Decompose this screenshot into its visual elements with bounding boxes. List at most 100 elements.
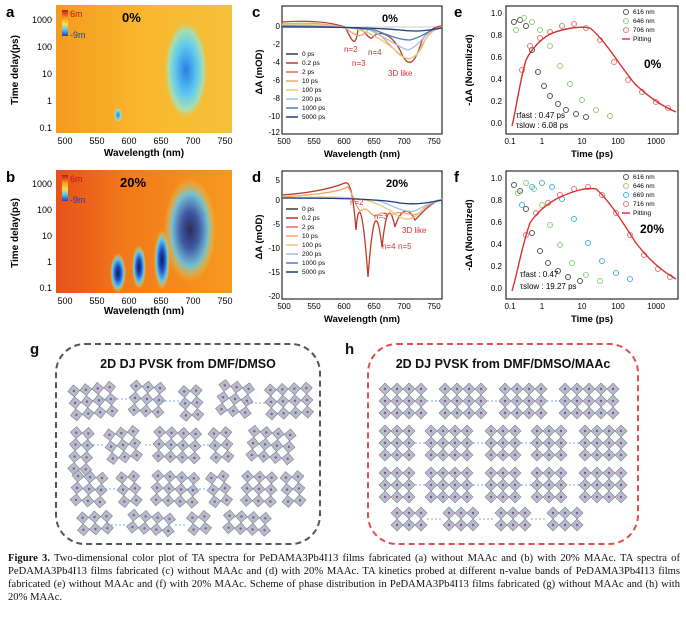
perovskite-cluster — [484, 424, 522, 462]
perovskite-cluster — [245, 424, 297, 466]
heatmap-b: b 6m -9m 20% 0.1 1 10 100 1000 500 550 6… — [6, 169, 233, 317]
svg-text:616 nm: 616 nm — [633, 9, 655, 16]
annotations: n=2 n=3 n=4 n=5 3D like — [350, 198, 427, 251]
x-ticks: 500 550 600 650 700 750 — [57, 296, 232, 306]
x-ticks: 500 550 600 650 700 750 — [57, 136, 232, 146]
figure-caption: Figure 3. Two-dimensional color plot of … — [8, 552, 680, 604]
caption-text: Two-dimensional color plot of TA spectra… — [8, 553, 680, 603]
svg-text:5000 ps: 5000 ps — [302, 269, 326, 276]
colorbar-bottom-label: -9m — [70, 30, 86, 40]
panel-letter: d — [252, 169, 261, 186]
svg-text:200 ps: 200 ps — [302, 251, 322, 258]
svg-text:-10: -10 — [268, 112, 280, 121]
svg-text:700: 700 — [397, 137, 411, 146]
y-ticks: 0.1 1 10 100 1000 — [32, 15, 52, 133]
panel-g: g 2D DJ PVSK from DMF/DMSO — [0, 335, 343, 550]
svg-text:0.1: 0.1 — [504, 302, 516, 311]
perovskite-cluster — [205, 469, 233, 509]
panel-b: b 6m -9m 20% 0.1 1 10 100 1000 500 550 6… — [0, 165, 250, 317]
perovskite-cluster — [442, 506, 480, 532]
svg-text:0.4: 0.4 — [491, 240, 503, 249]
heatmap-band-n2 — [110, 253, 126, 293]
panel-letter: a — [6, 4, 15, 21]
x-axis-label: Wavelength (nm) — [324, 314, 400, 325]
x-ticks: 0.1 1 10 100 1000 — [504, 302, 665, 311]
legend: 616 nm 646 nm 706 nm Pitting — [622, 9, 655, 43]
svg-text:600: 600 — [121, 136, 136, 146]
perovskite-cluster — [530, 424, 568, 462]
svg-text:0.6: 0.6 — [491, 53, 503, 62]
perovskite-cluster — [222, 509, 272, 537]
spectra-curves — [281, 20, 443, 63]
legend: 616 nm 646 nm 669 nm 716 nm Pitting — [622, 174, 655, 217]
panel-e: e 616 nm 646 nm 706 nm Pitting 0% τfast … — [450, 0, 686, 165]
spectra-c: c 0% n=2 n=3 n=4 3D like 0 ps 0.2 ps 2 p… — [252, 4, 443, 160]
x-axis-label: Wavelength (nm) — [104, 148, 184, 159]
svg-text:550: 550 — [307, 302, 321, 311]
y-axis-label: ΔA (mOD) — [254, 50, 265, 95]
svg-text:500: 500 — [277, 137, 291, 146]
colorbar-top-label: 6m — [70, 174, 83, 184]
percent-label: 0% — [644, 57, 662, 71]
svg-text:-4: -4 — [273, 58, 281, 67]
svg-text:0.1: 0.1 — [504, 137, 516, 146]
tau-slow-label: τslow : 6.08 ps — [516, 121, 568, 130]
scheme-box-g: 2D DJ PVSK from DMF/DMSO — [55, 343, 321, 545]
svg-text:0.2 ps: 0.2 ps — [302, 60, 320, 67]
svg-text:100: 100 — [611, 302, 625, 311]
perovskite-cluster — [390, 506, 428, 532]
svg-text:0.4: 0.4 — [491, 75, 503, 84]
svg-text:-10: -10 — [268, 244, 280, 253]
svg-text:100: 100 — [611, 137, 625, 146]
tau-fast-label: τfast : 0.47 ps — [516, 111, 565, 120]
legend: 0 ps 0.2 ps 2 ps 10 ps 100 ps 200 ps 100… — [286, 51, 326, 121]
perovskite-cluster — [186, 510, 212, 536]
percent-label: 20% — [640, 222, 664, 236]
y-ticks: 5 0 -5 -10 -15 -20 — [268, 176, 280, 301]
heatmap-band-n4 — [154, 230, 170, 290]
svg-text:0.2 ps: 0.2 ps — [302, 215, 320, 222]
percent-label: 0% — [382, 13, 398, 25]
y-ticks: 0.0 0.2 0.4 0.6 0.8 1.0 — [491, 174, 503, 293]
svg-text:550: 550 — [89, 296, 104, 306]
perovskite-cluster — [578, 466, 628, 504]
x-axis-label: Time (ps) — [571, 314, 613, 325]
svg-text:Pitting: Pitting — [633, 210, 651, 217]
fitting-curve — [511, 26, 677, 127]
y-ticks: 0 -2 -4 -6 -8 -10 -12 — [268, 22, 280, 137]
svg-text:2 ps: 2 ps — [302, 69, 315, 76]
svg-text:n=2: n=2 — [344, 45, 358, 54]
svg-text:-12: -12 — [268, 128, 280, 137]
perovskite-cluster — [578, 424, 628, 462]
svg-text:n=3: n=3 — [352, 59, 366, 68]
svg-text:0.0: 0.0 — [491, 284, 503, 293]
svg-text:616 nm: 616 nm — [633, 174, 655, 181]
svg-text:0.1: 0.1 — [39, 283, 52, 293]
crystal-scheme-h — [378, 382, 628, 532]
y-ticks: 0.0 0.2 0.4 0.6 0.8 1.0 — [491, 9, 503, 128]
svg-text:1000: 1000 — [647, 302, 665, 311]
svg-text:700: 700 — [185, 296, 200, 306]
svg-text:0: 0 — [276, 22, 281, 31]
heatmap-band-n3 — [132, 245, 146, 289]
svg-text:-8: -8 — [273, 94, 281, 103]
kinetics-e: e 616 nm 646 nm 706 nm Pitting 0% τfast … — [454, 4, 679, 160]
tau-slow-label: τslow : 19.27 ps — [520, 282, 577, 291]
svg-text:-20: -20 — [268, 292, 280, 301]
perovskite-cluster — [498, 382, 548, 420]
perovskite-cluster — [558, 382, 620, 420]
colorbar — [62, 10, 68, 36]
y-axis-label: Time delay(ps) — [10, 35, 21, 105]
perovskite-cluster — [69, 469, 109, 509]
svg-text:0 ps: 0 ps — [302, 51, 315, 58]
perovskite-cluster — [151, 425, 203, 465]
perovskite-cluster — [494, 506, 532, 532]
perovskite-cluster — [177, 384, 205, 422]
svg-text:3D like: 3D like — [402, 226, 427, 235]
svg-text:10: 10 — [42, 231, 52, 241]
x-ticks: 0.1 1 10 100 1000 — [504, 137, 665, 146]
svg-text:500: 500 — [57, 296, 72, 306]
perovskite-cluster — [115, 470, 143, 508]
svg-text:-5: -5 — [273, 220, 281, 229]
svg-text:0.0: 0.0 — [491, 119, 503, 128]
